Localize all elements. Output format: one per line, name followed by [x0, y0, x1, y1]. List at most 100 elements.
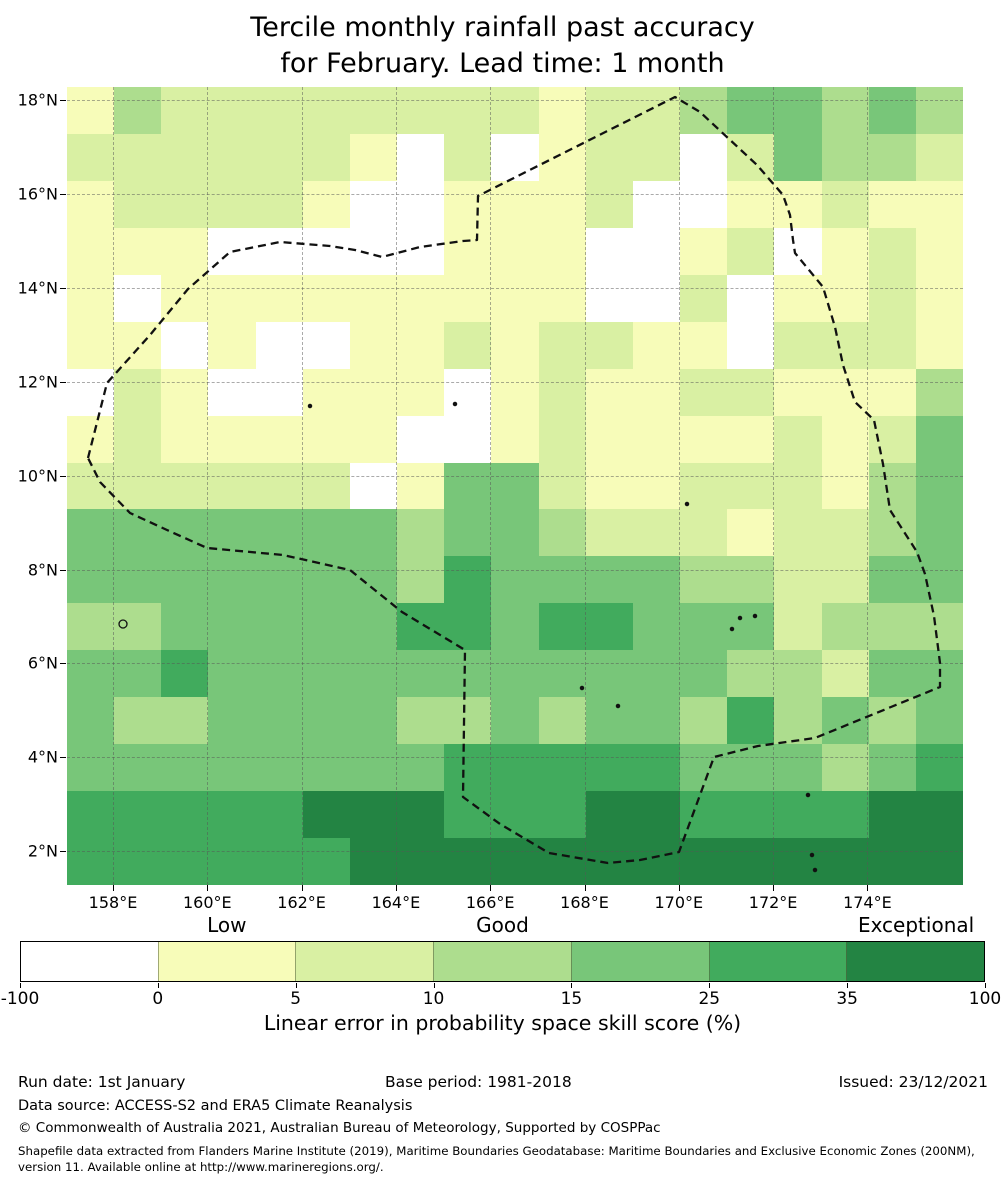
grid-cell	[491, 556, 539, 604]
grid-cell	[774, 368, 822, 416]
colorbar-tick-mark	[295, 983, 297, 988]
colorbar-tick-label: 100	[968, 989, 1002, 1009]
grid-cell	[915, 791, 963, 839]
grid-cell	[821, 87, 869, 134]
grid-cell	[302, 321, 350, 369]
gridline-horizontal	[67, 100, 963, 101]
colorbar-tick-label: -100	[0, 989, 40, 1009]
shapefile-attribution-text: Shapefile data extracted from Flanders M…	[18, 1144, 975, 1174]
grid-cell	[255, 697, 303, 745]
grid-cell	[680, 509, 728, 557]
grid-cell	[444, 227, 492, 275]
colorbar-axis-label: Linear error in probability space skill …	[263, 1011, 742, 1035]
grid-cell	[114, 180, 162, 228]
grid-cell	[538, 697, 586, 745]
grid-cell	[255, 368, 303, 416]
grid-cell	[114, 697, 162, 745]
grid-cell	[538, 650, 586, 698]
grid-cell	[67, 697, 115, 745]
grid-cell	[302, 509, 350, 557]
grid-cell	[397, 791, 445, 839]
grid-cell	[255, 838, 303, 885]
grid-cell	[632, 227, 681, 275]
grid-cell	[727, 368, 775, 416]
grid-cell	[349, 321, 398, 369]
x-tick-label: 164°E	[371, 893, 421, 912]
grid-cell	[161, 321, 209, 369]
grid-cell	[67, 180, 115, 228]
grid-cell	[491, 321, 539, 369]
colorbar-tick-label: 10	[422, 989, 445, 1009]
grid-cell	[161, 227, 209, 275]
issued-date-text: Issued: 23/12/2021	[838, 1073, 988, 1091]
grid-cell	[67, 838, 115, 885]
grid-cell	[349, 650, 398, 698]
grid-cell	[538, 744, 586, 792]
grid-cell	[632, 133, 681, 181]
colorbar-tick-label: 35	[836, 989, 858, 1009]
y-tick-mark	[60, 381, 66, 383]
grid-cell	[538, 556, 586, 604]
gridline-horizontal	[67, 193, 963, 195]
grid-cell	[538, 227, 586, 275]
x-tick-label: 162°E	[277, 893, 326, 912]
grid-cell	[821, 415, 869, 463]
grid-cell	[868, 838, 916, 885]
grid-cell	[680, 603, 728, 651]
colorbar-segment	[157, 942, 296, 981]
grid-cell	[491, 838, 539, 885]
grid-cell	[632, 791, 681, 839]
grid-cell	[444, 87, 492, 134]
grid-cell	[444, 321, 492, 369]
grid-cell	[868, 415, 916, 463]
grid-cell	[585, 509, 633, 557]
colorbar-tick-mark	[709, 983, 711, 988]
grid-cell	[915, 415, 963, 463]
colorbar-tick-mark	[20, 983, 21, 988]
grid-cell	[915, 556, 963, 604]
grid-cell	[349, 697, 398, 745]
grid-cell	[915, 368, 963, 416]
x-tick-mark	[207, 885, 209, 891]
grid-cell	[727, 603, 775, 651]
grid-cell	[161, 744, 209, 792]
grid-cell	[208, 556, 256, 604]
grid-cell	[444, 462, 492, 510]
colorbar-tick-label: 15	[560, 989, 583, 1009]
grid-cell	[255, 462, 303, 510]
grid-cell	[67, 415, 115, 463]
grid-cell	[161, 462, 209, 510]
grid-cell	[585, 603, 633, 651]
grid-cell	[821, 697, 869, 745]
y-tick-label: 12°N	[17, 372, 58, 392]
grid-cell	[585, 462, 633, 510]
grid-cell	[774, 838, 822, 885]
grid-cell	[585, 697, 633, 745]
grid-cell	[915, 603, 963, 651]
grid-cell	[444, 791, 492, 839]
grid-cell	[161, 368, 209, 416]
grid-cell	[727, 87, 775, 134]
grid-cell	[727, 462, 775, 510]
grid-cell	[538, 274, 586, 322]
grid-cell	[491, 133, 539, 181]
x-tick-mark	[867, 885, 869, 891]
grid-cell	[444, 697, 492, 745]
grid-cell	[727, 791, 775, 839]
grid-cell	[727, 556, 775, 604]
y-tick-label: 14°N	[17, 278, 58, 298]
gridline-horizontal	[67, 663, 963, 665]
colorbar-tick-label: 5	[290, 989, 302, 1009]
grid-cell	[67, 650, 115, 698]
grid-cell	[538, 509, 586, 557]
island-outline	[737, 615, 743, 621]
grid-cell	[632, 368, 681, 416]
grid-cell	[302, 133, 350, 181]
grid-cell	[632, 697, 681, 745]
grid-cell	[349, 556, 398, 604]
grid-cell	[302, 180, 350, 228]
grid-cell	[821, 791, 869, 839]
grid-cell	[585, 227, 633, 275]
grid-cell	[491, 462, 539, 510]
grid-cell	[161, 791, 209, 839]
